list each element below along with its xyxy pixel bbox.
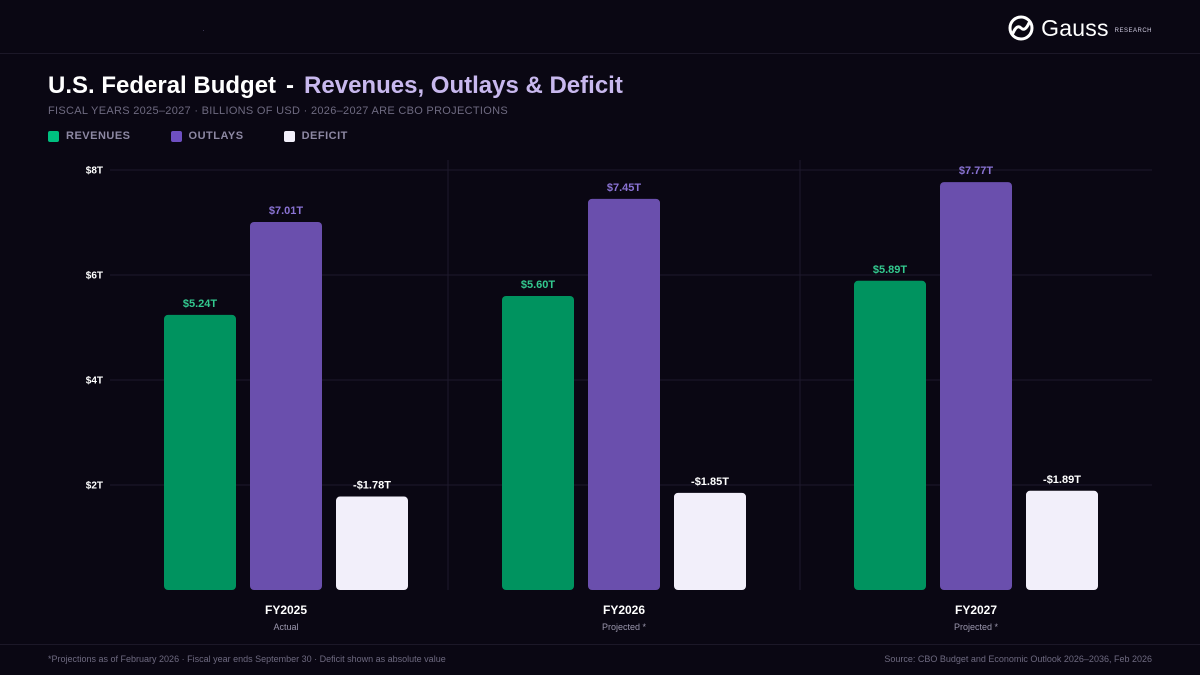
legend-label-outlays: OUTLAYS bbox=[188, 130, 244, 142]
legend-swatch-deficit bbox=[283, 130, 295, 142]
data-label-outlays: $7.45T bbox=[607, 182, 642, 194]
y-tick-label: $6T bbox=[86, 271, 103, 282]
title-accent: Revenues, Outlays & Deficit bbox=[304, 72, 623, 99]
title-separator: - bbox=[286, 72, 295, 99]
legend-label-revenues: REVENUES bbox=[66, 130, 131, 142]
x-category-label: FY2027 bbox=[955, 603, 997, 617]
page-title: U.S. Federal Budget - Revenues, Outlays & … bbox=[48, 72, 623, 100]
bar-revenues bbox=[502, 296, 574, 590]
legend-item-outlays: OUTLAYS bbox=[170, 130, 244, 142]
bar-revenues bbox=[854, 280, 926, 590]
footnote: *Projections as of February 2026 · Fisca… bbox=[48, 654, 446, 664]
top-bar-marker bbox=[203, 30, 204, 31]
x-category-sublabel: Actual bbox=[273, 622, 298, 632]
footer-divider bbox=[0, 644, 1200, 645]
data-label-deficit: -$1.85T bbox=[691, 476, 729, 488]
top-bar: Gauss RESEARCH bbox=[0, 0, 1200, 54]
x-category-label: FY2026 bbox=[603, 603, 645, 617]
y-tick-label: $8T bbox=[86, 166, 103, 177]
y-tick-label: $2T bbox=[86, 481, 103, 492]
page-subtitle: FISCAL YEARS 2025–2027 · BILLIONS OF USD… bbox=[48, 105, 508, 117]
bar-deficit bbox=[674, 492, 746, 590]
title-main: U.S. Federal Budget bbox=[48, 72, 277, 99]
data-label-deficit: -$1.78T bbox=[353, 480, 391, 492]
brand-subtitle: RESEARCH bbox=[1114, 28, 1152, 34]
legend-swatch-outlays bbox=[170, 130, 182, 142]
bar-deficit bbox=[1026, 490, 1098, 590]
x-category-label: FY2025 bbox=[265, 603, 307, 617]
brand-name: Gauss bbox=[1041, 14, 1109, 41]
legend-item-revenues: REVENUES bbox=[48, 130, 131, 142]
x-category-sublabel: Projected * bbox=[954, 622, 999, 632]
bar-outlays bbox=[250, 221, 322, 590]
data-label-revenues: $5.24T bbox=[183, 298, 218, 310]
bar-outlays bbox=[588, 198, 660, 590]
data-label-revenues: $5.89T bbox=[873, 264, 908, 276]
data-label-outlays: $7.01T bbox=[269, 205, 304, 217]
data-label-revenues: $5.60T bbox=[521, 279, 556, 291]
source-note: Source: CBO Budget and Economic Outlook … bbox=[884, 654, 1152, 664]
chart-legend: REVENUES OUTLAYS DEFICIT bbox=[48, 130, 388, 142]
brand: Gauss RESEARCH bbox=[1007, 13, 1152, 43]
legend-label-deficit: DEFICIT bbox=[301, 130, 348, 142]
y-tick-label: $4T bbox=[86, 376, 103, 387]
x-category-sublabel: Projected * bbox=[602, 622, 647, 632]
data-label-deficit: -$1.89T bbox=[1043, 474, 1081, 486]
gauss-logo-icon bbox=[1008, 15, 1034, 41]
bar-outlays bbox=[940, 182, 1012, 590]
legend-item-deficit: DEFICIT bbox=[283, 130, 348, 142]
legend-swatch-revenues bbox=[48, 130, 59, 142]
bar-revenues bbox=[164, 314, 236, 590]
data-label-outlays: $7.77T bbox=[959, 165, 994, 177]
bar-deficit bbox=[336, 496, 408, 590]
